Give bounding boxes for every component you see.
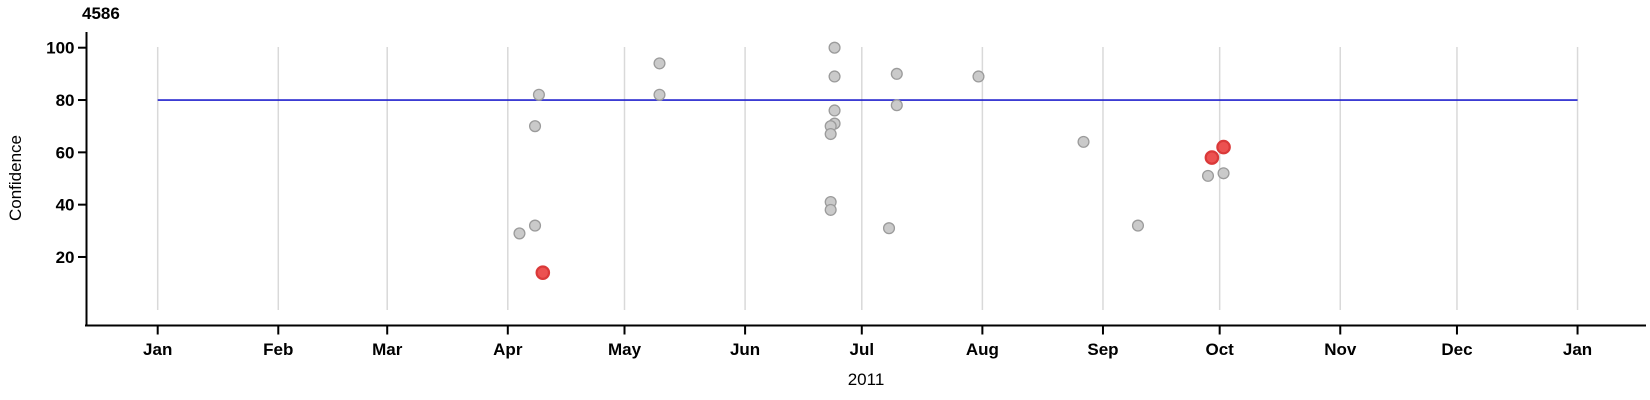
y-tick-label: 60: [56, 143, 75, 162]
data-point[interactable]: [828, 70, 841, 83]
x-axis-title: 2011: [847, 370, 885, 389]
y-tick-label: 40: [56, 196, 75, 215]
x-tick-label: Apr: [493, 340, 523, 359]
data-point[interactable]: [890, 67, 903, 80]
data-point-highlighted[interactable]: [1216, 139, 1231, 155]
data-point[interactable]: [828, 104, 841, 117]
data-point[interactable]: [528, 120, 542, 133]
data-point[interactable]: [653, 88, 666, 101]
data-point[interactable]: [1131, 219, 1145, 232]
x-tick-label: May: [608, 340, 642, 359]
data-point[interactable]: [532, 88, 545, 101]
x-tick-label: Jun: [730, 340, 760, 359]
x-tick-label: Sep: [1087, 340, 1118, 359]
y-tick-label: 80: [56, 91, 75, 110]
x-tick-label: Jul: [850, 340, 875, 359]
data-point[interactable]: [828, 41, 841, 54]
x-tick-label: Dec: [1441, 340, 1472, 359]
data-point-highlighted[interactable]: [535, 265, 551, 280]
data-point[interactable]: [1201, 169, 1215, 182]
x-tick-label: Mar: [372, 340, 403, 359]
data-point[interactable]: [890, 99, 903, 112]
data-point[interactable]: [824, 127, 837, 141]
x-tick-label: Nov: [1324, 340, 1357, 359]
data-point-highlighted[interactable]: [1204, 150, 1220, 165]
x-tick-label: Jan: [1563, 340, 1592, 359]
chart-title: 4586: [82, 4, 120, 23]
x-tick-label: Feb: [263, 340, 293, 359]
data-point[interactable]: [513, 227, 526, 240]
y-tick-label: 20: [56, 248, 75, 267]
data-point[interactable]: [653, 57, 666, 70]
data-point[interactable]: [1217, 167, 1230, 180]
x-tick-label: Jan: [143, 340, 172, 359]
data-point[interactable]: [528, 219, 542, 232]
data-point[interactable]: [824, 203, 837, 216]
x-tick-label: Oct: [1205, 340, 1234, 359]
x-tick-label: Aug: [966, 340, 999, 359]
data-point[interactable]: [1077, 135, 1090, 148]
y-tick-label: 100: [46, 39, 74, 58]
data-point[interactable]: [882, 222, 896, 235]
data-point[interactable]: [972, 70, 985, 83]
